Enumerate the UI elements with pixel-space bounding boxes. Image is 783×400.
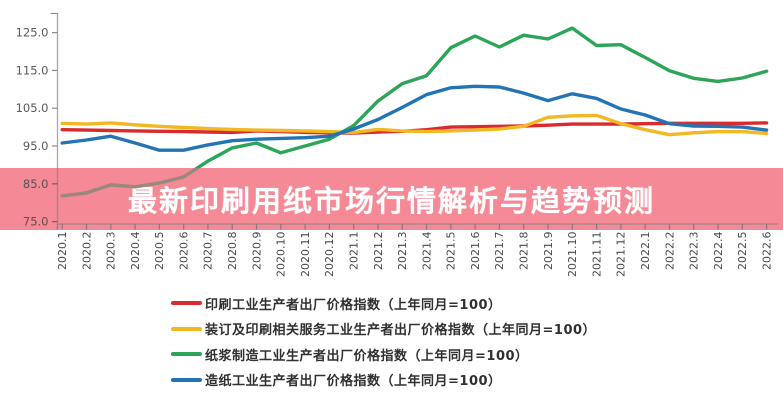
legend-item: 印刷工业生产者出厂价格指数（上年同月=100） xyxy=(171,294,596,313)
x-tick-label: 2020.9 xyxy=(250,232,263,271)
series-line-3 xyxy=(60,84,769,152)
x-tick-label: 2020.4 xyxy=(129,232,142,271)
legend-swatch-yellow-line xyxy=(171,326,202,331)
x-tick-label: 2021.1 xyxy=(347,232,360,271)
legend-swatch-green-line xyxy=(171,352,202,356)
legend-swatch-blue-line xyxy=(171,377,202,382)
series-line-1 xyxy=(60,113,769,137)
x-tick-label: 2020.5 xyxy=(153,232,166,271)
x-tick-label: 2020.7 xyxy=(202,232,215,271)
x-tick-label: 2022.1 xyxy=(639,232,652,271)
x-tick-label: 2021.10 xyxy=(566,232,579,278)
chart-legend: 印刷工业生产者出厂价格指数（上年同月=100） 装订及印刷相关服务工业生产者出厂… xyxy=(171,294,596,396)
x-tick-label: 2020.11 xyxy=(299,232,312,278)
legend-label: 印刷工业生产者出厂价格指数（上年同月=100） xyxy=(205,297,502,313)
title-banner: 最新印刷用纸市场行情解析与趋势预测 xyxy=(0,168,783,230)
x-tick-label: 2021.3 xyxy=(396,232,409,271)
x-tick-label: 2021.7 xyxy=(493,231,506,270)
legend-label: 造纸工业生产者出厂价格指数（上年同月=100） xyxy=(205,374,502,389)
y-tick-label: 105.0 xyxy=(16,101,49,115)
page-title: 最新印刷用纸市场行情解析与趋势预测 xyxy=(127,184,655,218)
legend-item: 造纸工业生产者出厂价格指数（上年同月=100） xyxy=(171,371,596,389)
y-tick-label: 95.0 xyxy=(23,139,49,153)
x-tick-label: 2021.8 xyxy=(518,232,531,271)
x-tick-label: 2020.3 xyxy=(105,232,118,271)
x-tick-label: 2020.1 xyxy=(56,232,69,271)
x-tick-label: 2020.10 xyxy=(275,232,288,278)
x-tick-label: 2021.4 xyxy=(420,232,433,271)
legend-label: 装订及印刷相关服务工业生产者出厂价格指数（上年同月=100） xyxy=(205,323,597,338)
x-tick-label: 2022.5 xyxy=(736,232,749,271)
x-tick-label: 2020.12 xyxy=(323,232,336,278)
x-tick-label: 2020.2 xyxy=(80,232,93,271)
x-tick-label: 2020.8 xyxy=(226,232,239,271)
x-tick-label: 2021.11 xyxy=(590,232,603,278)
legend-label: 纸浆制造工业生产者出厂价格指数（上年同月=100） xyxy=(205,348,529,364)
x-tick-label: 2022.2 xyxy=(663,232,676,271)
x-tick-label: 2022.6 xyxy=(760,232,773,271)
x-tick-label: 2020.6 xyxy=(177,232,190,271)
x-tick-label: 2021.6 xyxy=(469,232,482,271)
x-tick-label: 2021.12 xyxy=(615,232,628,278)
x-tick-label: 2021.2 xyxy=(372,232,385,271)
y-tick-label: 115.0 xyxy=(16,63,49,77)
x-tick-label: 2021.5 xyxy=(445,232,458,271)
y-tick-label: 125.0 xyxy=(16,26,49,40)
x-tick-label: 2022.3 xyxy=(688,232,701,271)
x-tick-label: 2021.9 xyxy=(542,232,555,271)
legend-item: 纸浆制造工业生产者出厂价格指数（上年同月=100） xyxy=(171,345,596,364)
legend-item: 装订及印刷相关服务工业生产者出厂价格指数（上年同月=100） xyxy=(171,320,596,338)
legend-swatch-red-line xyxy=(171,301,202,305)
x-tick-label: 2022.4 xyxy=(712,232,725,271)
